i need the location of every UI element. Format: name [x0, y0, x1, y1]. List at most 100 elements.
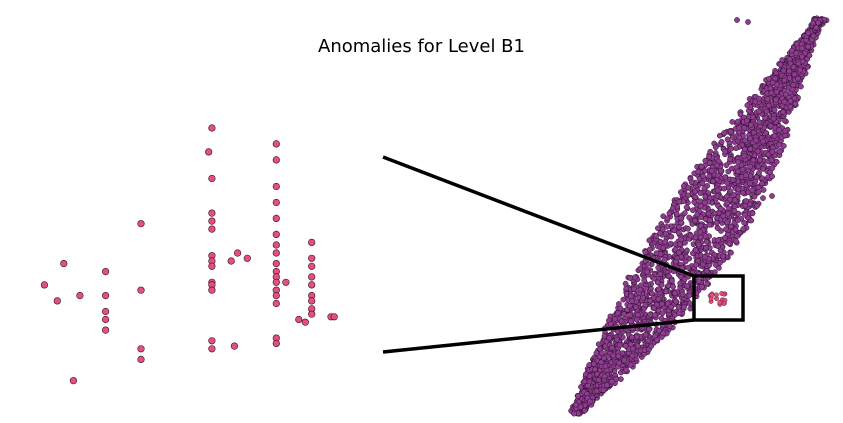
cloud-point-2213 — [748, 122, 754, 128]
cloud-point-2513 — [793, 50, 800, 57]
cloud-point-2389 — [736, 134, 743, 141]
cloud-point-2020 — [682, 239, 688, 246]
cloud-point-1913 — [759, 180, 765, 187]
cloud-point-2462 — [720, 253, 726, 260]
cloud-point-2435 — [637, 286, 644, 293]
cloud-point-2584 — [726, 240, 733, 247]
anomaly-point-56 — [308, 297, 316, 305]
cloud-point-2042 — [725, 168, 732, 175]
cloud-point-2463 — [695, 278, 702, 284]
cloud-point-2361 — [654, 301, 660, 308]
anomaly-point-60 — [301, 318, 309, 326]
cloud-point-2137 — [652, 312, 658, 318]
cloud-point-2379 — [702, 254, 708, 260]
cloud-point-2123 — [706, 153, 713, 160]
cloud-point-1842 — [601, 333, 608, 340]
cloud-point-2114 — [668, 233, 675, 240]
cloud-point-2558 — [609, 344, 615, 351]
cloud-point-2576 — [643, 285, 649, 292]
cloud-point-2277 — [648, 343, 655, 349]
cloud-point-2520 — [747, 146, 754, 152]
cloud-point-2296 — [772, 75, 779, 82]
cloud-point-2578 — [633, 304, 639, 311]
cloud-point-1523 — [713, 219, 720, 226]
cloud-point-2383 — [760, 195, 766, 201]
anomaly-point-7 — [101, 307, 110, 316]
cloud-point-1484 — [666, 210, 673, 217]
cloud-point-2522 — [682, 258, 689, 265]
cloud-point-2274 — [703, 268, 710, 274]
cloud-point-1714 — [653, 250, 660, 256]
cloud-point-1414 — [613, 376, 619, 382]
cloud-point-2259 — [767, 123, 774, 129]
cloud-point-2384 — [581, 378, 588, 385]
cloud-point-2589 — [616, 301, 622, 307]
cloud-point-773 — [798, 83, 804, 90]
cloud-point-2142 — [654, 279, 661, 286]
cloud-point-2102 — [714, 162, 720, 169]
cloud-point-1453 — [741, 124, 748, 131]
cloud-anomaly-point-14 — [719, 291, 725, 296]
cloud-point-2040 — [659, 301, 665, 307]
cloud-point-2527 — [813, 24, 820, 31]
anomaly-point-27 — [208, 345, 216, 353]
cloud-point-2594 — [603, 382, 610, 389]
anomaly-point-8 — [101, 315, 110, 324]
cloud-point-1389 — [667, 240, 674, 247]
cloud-point-2456 — [722, 148, 729, 155]
cloud-point-1973 — [670, 283, 676, 290]
cloud-point-2166 — [642, 331, 649, 338]
cloud-point-2537 — [780, 67, 787, 74]
cloud-point-2545 — [791, 71, 798, 78]
cloud-point-2365 — [627, 275, 633, 281]
cloud-point-2427 — [767, 85, 774, 92]
cloud-point-2586 — [799, 45, 805, 52]
cloud-point-1318 — [748, 217, 755, 224]
cloud-point-2403 — [805, 43, 812, 50]
anomaly-point-28 — [234, 249, 242, 257]
cloud-point-2557 — [575, 393, 581, 399]
cloud-outlier-0 — [734, 17, 740, 23]
cloud-point-2344 — [697, 222, 704, 229]
cloud-point-2579 — [747, 135, 753, 142]
cloud-point-2571 — [577, 404, 584, 410]
cloud-point-2350 — [701, 199, 708, 206]
cloud-point-966 — [735, 210, 742, 217]
cloud-point-2583 — [727, 128, 734, 135]
cloud-point-2091 — [595, 341, 602, 348]
cloud-point-2203 — [633, 316, 640, 323]
cloud-point-2553 — [806, 52, 813, 59]
cloud-point-2373 — [773, 89, 780, 95]
cloud-point-2524 — [642, 249, 649, 256]
cloud-point-2247 — [634, 333, 640, 340]
cloud-point-2310 — [729, 119, 736, 125]
cloud-point-2431 — [615, 310, 621, 316]
cloud-point-2317 — [664, 300, 671, 307]
cloud-point-134 — [760, 187, 767, 193]
cloud-point-2097 — [662, 238, 669, 245]
anomaly-point-39 — [272, 249, 280, 257]
cloud-point-2555 — [629, 298, 636, 304]
cloud-point-2243 — [681, 276, 688, 283]
cloud-point-2404 — [671, 227, 678, 234]
cloud-point-2598 — [676, 198, 683, 205]
cloud-point-2152 — [762, 114, 769, 121]
cloud-point-2559 — [730, 176, 736, 183]
anomaly-point-6 — [101, 292, 110, 300]
cloud-point-2523 — [654, 337, 660, 343]
cloud-point-1813 — [664, 215, 671, 222]
cloud-point-2230 — [676, 310, 682, 317]
cloud-point-1929 — [699, 283, 705, 290]
cloud-point-1837 — [661, 256, 668, 263]
cloud-point-2412 — [718, 167, 724, 174]
cloud-point-2278 — [675, 249, 682, 256]
anomaly-point-46 — [272, 299, 280, 308]
cloud-point-2391 — [646, 326, 652, 333]
cloud-point-1875 — [686, 214, 693, 221]
cloud-point-2009 — [590, 361, 597, 367]
cloud-point-2331 — [663, 288, 670, 295]
cloud-outlier-4 — [769, 193, 775, 199]
cloud-point-2599 — [799, 53, 805, 60]
cloud-point-2408 — [769, 148, 776, 155]
cloud-outlier-1 — [745, 19, 751, 25]
